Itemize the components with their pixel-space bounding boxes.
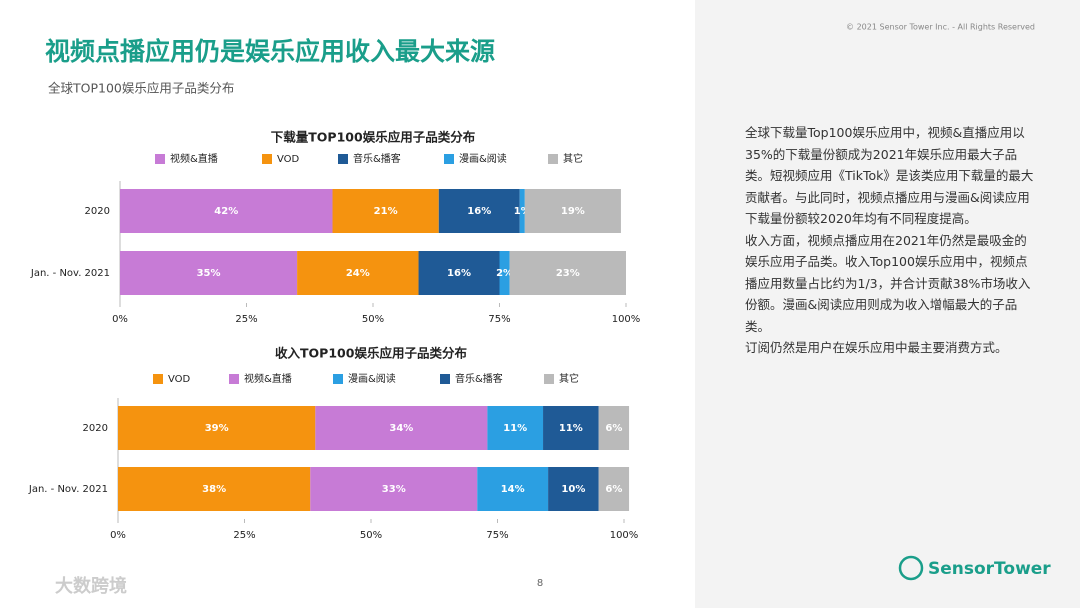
x-tick-label: 100% bbox=[612, 314, 641, 325]
legend-label: 漫画&阅读 bbox=[348, 372, 396, 385]
x-tick-label: 50% bbox=[362, 314, 384, 325]
x-tick-label: 100% bbox=[610, 530, 639, 541]
chart-title: 收入TOP100娱乐应用子品类分布 bbox=[275, 346, 467, 361]
slide-title: 视频点播应用仍是娱乐应用收入最大来源 bbox=[45, 37, 495, 66]
bar-segment bbox=[438, 189, 520, 233]
data-label: 16% bbox=[467, 206, 491, 217]
legend-swatch bbox=[155, 154, 165, 164]
bar-segment bbox=[487, 406, 544, 450]
bar-segment bbox=[477, 467, 549, 511]
x-tick-label: 50% bbox=[360, 530, 382, 541]
data-label: 35% bbox=[197, 268, 221, 279]
data-label: 11% bbox=[503, 423, 527, 434]
paragraph: 订阅仍然是用户在娱乐应用中最主要消费方式。 bbox=[745, 340, 1008, 355]
legend-swatch bbox=[338, 154, 348, 164]
logo-icon bbox=[898, 555, 924, 581]
legend-swatch bbox=[544, 374, 554, 384]
data-label: 23% bbox=[556, 268, 580, 279]
side-panel bbox=[695, 0, 1080, 608]
data-label: 33% bbox=[382, 484, 406, 495]
y-tick-label: Jan. - Nov. 2021 bbox=[30, 268, 110, 279]
legend-swatch bbox=[262, 154, 272, 164]
legend-label: 音乐&播客 bbox=[353, 152, 401, 165]
bar-segment bbox=[499, 251, 510, 295]
bar-segment bbox=[509, 251, 626, 295]
legend-swatch bbox=[229, 374, 239, 384]
legend-label: VOD bbox=[277, 154, 300, 165]
bar-segment bbox=[118, 467, 311, 511]
bar-segment bbox=[120, 189, 333, 233]
data-label: 11% bbox=[559, 423, 583, 434]
legend-label: 其它 bbox=[563, 152, 583, 165]
data-label: 16% bbox=[447, 268, 471, 279]
y-tick-label: Jan. - Nov. 2021 bbox=[28, 484, 108, 495]
bar-segment bbox=[332, 189, 439, 233]
paragraph: 收入方面，视频点播应用在2021年仍然是最吸金的娱乐应用子品类。收入Top100… bbox=[745, 232, 1031, 334]
y-tick-label: 2020 bbox=[85, 206, 110, 217]
bar-segment bbox=[118, 406, 316, 450]
chart-title: 下载量TOP100娱乐应用子品类分布 bbox=[271, 130, 476, 145]
data-label: 24% bbox=[346, 268, 370, 279]
data-label: 34% bbox=[389, 423, 413, 434]
page-number: 8 bbox=[537, 578, 543, 589]
data-label: 1% bbox=[514, 206, 531, 217]
legend-swatch bbox=[440, 374, 450, 384]
body-text: 全球下载量Top100娱乐应用中，视频&直播应用以35%的下载量份额成为2021… bbox=[745, 122, 1037, 359]
legend-label: 视频&直播 bbox=[170, 152, 218, 165]
legend-label: 音乐&播客 bbox=[455, 372, 503, 385]
y-tick-label: 2020 bbox=[83, 423, 108, 434]
bar-segment bbox=[297, 251, 419, 295]
data-label: 39% bbox=[205, 423, 229, 434]
bar-segment bbox=[598, 406, 630, 450]
x-tick-label: 75% bbox=[486, 530, 508, 541]
x-tick-label: 25% bbox=[235, 314, 257, 325]
x-tick-label: 0% bbox=[112, 314, 128, 325]
legend-swatch bbox=[444, 154, 454, 164]
bar-segment bbox=[310, 467, 478, 511]
bar-segment bbox=[120, 251, 298, 295]
bar-segment bbox=[418, 251, 500, 295]
x-tick-label: 75% bbox=[488, 314, 510, 325]
legend-label: 其它 bbox=[559, 372, 579, 385]
bar-segment bbox=[315, 406, 488, 450]
bar-segment bbox=[543, 406, 599, 450]
watermark: 大数跨境 bbox=[55, 575, 127, 597]
legend-label: 漫画&阅读 bbox=[459, 152, 507, 165]
bar-segment bbox=[598, 467, 630, 511]
x-tick-label: 0% bbox=[110, 530, 126, 541]
paragraph: 全球下载量Top100娱乐应用中，视频&直播应用以35%的下载量份额成为2021… bbox=[745, 125, 1034, 226]
slide-subtitle: 全球TOP100娱乐应用子品类分布 bbox=[48, 81, 234, 96]
legend-swatch bbox=[548, 154, 558, 164]
data-label: 19% bbox=[561, 206, 585, 217]
copyright: © 2021 Sensor Tower Inc. - All Rights Re… bbox=[846, 23, 1035, 32]
legend-label: VOD bbox=[168, 374, 191, 385]
bar-segment bbox=[524, 189, 621, 233]
data-label: 21% bbox=[374, 206, 398, 217]
bar-segment bbox=[519, 189, 525, 233]
data-label: 38% bbox=[202, 484, 226, 495]
legend-swatch bbox=[153, 374, 163, 384]
data-label: 42% bbox=[214, 206, 238, 217]
data-label: 6% bbox=[605, 484, 622, 495]
bar-segment bbox=[548, 467, 599, 511]
data-label: 10% bbox=[561, 484, 585, 495]
x-tick-label: 25% bbox=[233, 530, 255, 541]
data-label: 6% bbox=[605, 423, 622, 434]
logo: SensorTower bbox=[928, 559, 1051, 579]
data-label: 14% bbox=[501, 484, 525, 495]
data-label: 2% bbox=[496, 268, 513, 279]
legend-swatch bbox=[333, 374, 343, 384]
legend-label: 视频&直播 bbox=[244, 372, 292, 385]
